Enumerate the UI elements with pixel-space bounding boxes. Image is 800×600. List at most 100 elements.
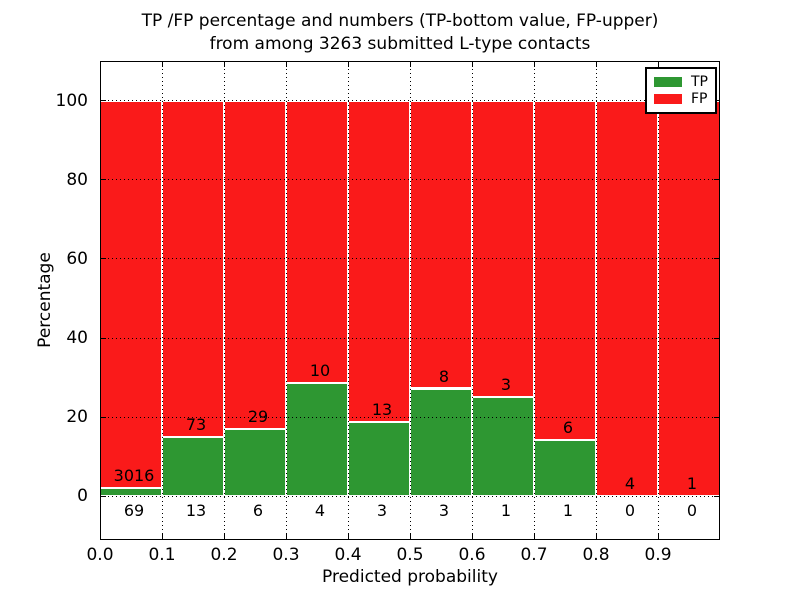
fp-count-label: 10 [309,361,331,381]
fp-count-label: 8 [438,366,450,386]
x-tick [224,534,225,539]
tp-bar-segment [286,383,348,497]
x-tick [162,62,163,67]
tp-count-label: 13 [185,501,207,521]
x-tick [410,534,411,539]
fp-bar-segment [100,100,162,488]
x-tick [472,62,473,67]
chart-title: TP /FP percentage and numbers (TP-bottom… [0,10,800,56]
tp-count-label: 1 [500,501,512,521]
y-tick [101,100,106,102]
y-tick [714,258,719,260]
x-gridline [658,61,659,540]
fp-bar-segment [596,100,658,497]
tp-bar-segment [534,439,596,497]
y-tick-label: 40 [66,328,88,349]
x-gridline [162,61,163,540]
x-gridline [472,61,473,540]
x-tick [658,534,659,539]
chart-title-line1: TP /FP percentage and numbers (TP-bottom… [141,11,659,31]
fp-bar-segment [348,100,410,423]
tp-bar-segment [162,436,224,497]
tp-count-label: 3 [376,501,388,521]
x-gridline [224,61,225,540]
x-tick-label: 0.8 [582,545,610,565]
fp-bar-segment [534,100,596,440]
fp-legend-swatch [654,94,682,104]
fp-count-label: 3 [500,375,512,395]
fp-legend-label: FP [691,91,708,107]
x-tick-label: 0.0 [86,545,114,565]
x-gridline [534,61,535,540]
y-tick-label: 20 [66,407,88,428]
legend-entry-tp: TP [654,74,709,90]
fp-count-label: 73 [185,414,207,434]
tp-bar-segment [410,388,472,497]
y-tick-label: 60 [66,248,88,269]
x-tick [410,62,411,67]
x-gridline [286,61,287,540]
fp-bar-segment [410,100,472,389]
fp-bar-segment [658,100,720,497]
x-tick [596,534,597,539]
tp-bar-segment [224,428,286,497]
legend: TP FP [645,67,717,114]
x-tick-label: 0.9 [644,545,672,565]
y-tick [714,337,719,339]
x-tick-label: 0.4 [334,545,362,565]
tp-count-label: 3 [438,501,450,521]
tp-bar-segment [472,397,534,497]
y-tick-label: 100 [55,90,88,111]
y-gridline [100,416,720,418]
fp-bar-segment [162,100,224,437]
x-axis-label: Predicted probability [322,567,498,587]
y-gridline [100,337,720,339]
x-tick [348,62,349,67]
fp-count-label: 3016 [113,465,155,485]
tp-count-label: 6 [252,501,264,521]
x-tick-label: 0.7 [520,545,548,565]
x-tick-label: 0.6 [458,545,486,565]
tp-count-label: 0 [624,501,636,521]
x-tick [658,62,659,67]
y-gridline [100,179,720,181]
x-gridline [410,61,411,540]
y-gridline [100,100,720,102]
legend-entry-fp: FP [654,91,709,107]
y-tick-label: 0 [77,486,88,507]
fp-count-label: 1 [686,474,698,494]
fp-count-label: 13 [371,400,393,420]
y-tick [101,416,106,418]
y-gridline [100,495,720,497]
x-tick [534,534,535,539]
x-tick [596,62,597,67]
y-tick [714,416,719,418]
x-tick-label: 0.2 [210,545,238,565]
fp-bar-segment [472,100,534,398]
tp-legend-label: TP [691,74,708,90]
x-tick [162,534,163,539]
fp-count-label: 6 [562,417,574,437]
fp-bar-segment [286,100,348,384]
y-tick [714,179,719,181]
y-tick [101,179,106,181]
x-gridline [348,61,349,540]
y-axis-label: Percentage [35,252,55,348]
x-tick-label: 0.1 [148,545,176,565]
tp-count-label: 69 [123,501,145,521]
tp-count-label: 1 [562,501,574,521]
x-tick [224,62,225,67]
x-gridline [596,61,597,540]
fp-bar-segment [224,100,286,429]
fp-count-label: 4 [624,474,636,494]
x-tick [534,62,535,67]
plot-area: TP FP 3016 69 73 13 29 6 10 4 13 3 8 3 3 1 6 1 4 0 1 0 [100,61,720,540]
tp-count-label: 0 [686,501,698,521]
fp-count-label: 29 [247,406,269,426]
y-gridline [100,258,720,260]
y-tick [101,495,106,497]
x-tick [348,534,349,539]
x-tick [286,62,287,67]
x-tick [286,534,287,539]
